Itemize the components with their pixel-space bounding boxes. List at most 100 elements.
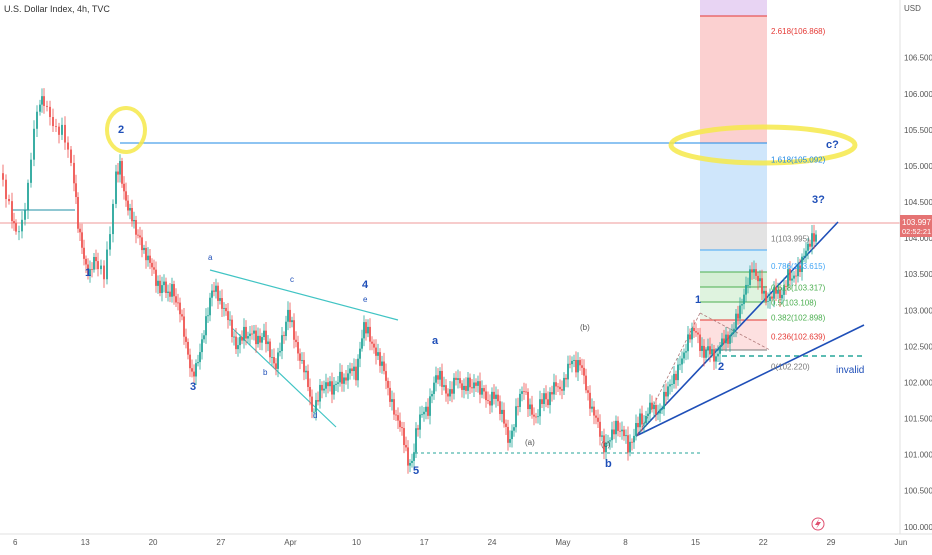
candle-body <box>407 447 409 466</box>
candle-body <box>365 322 367 334</box>
candle-body <box>431 393 433 397</box>
candle-body <box>237 345 239 350</box>
candle-body <box>64 124 66 143</box>
candle-body <box>493 391 495 399</box>
candle-body <box>503 409 505 424</box>
candle-body <box>411 460 413 463</box>
candle-body <box>681 358 683 365</box>
y-tick-label: 105.500 <box>904 126 932 135</box>
candle-body <box>571 360 573 365</box>
candle-body <box>477 381 479 386</box>
candle-body <box>387 380 389 388</box>
fib-zone-green2 <box>700 287 767 302</box>
candle-body <box>225 307 227 312</box>
candle-body <box>93 256 95 270</box>
candle-body <box>405 445 407 448</box>
candle-body <box>257 335 259 345</box>
candle-body <box>607 441 609 443</box>
invalid-label: invalid <box>836 365 864 376</box>
fib-zone-blue <box>700 143 767 223</box>
wave-label-1-new: 1 <box>695 294 701 306</box>
candle-body <box>131 208 133 222</box>
x-tick-labels: 6 13 20 27 Apr 10 17 24 May 8 15 22 29 Jun <box>13 538 907 547</box>
candle-body <box>521 391 523 394</box>
candle-body <box>661 409 663 410</box>
y-tick-label: 106.500 <box>904 54 932 63</box>
candle-body <box>109 234 111 250</box>
candle-body <box>321 384 323 391</box>
fib-zone-purple <box>700 0 767 16</box>
candle-body <box>89 269 91 276</box>
candle-body <box>751 269 753 272</box>
candle-body <box>315 400 317 412</box>
fib-label: 0.382(102.898) <box>771 314 826 323</box>
candle-body <box>757 275 759 282</box>
candle-body <box>567 363 569 380</box>
candle-body <box>805 250 807 256</box>
candle-body <box>517 406 519 408</box>
candle-body <box>317 400 319 402</box>
candle-body <box>695 331 697 333</box>
candle-body <box>575 359 577 373</box>
lightning-bolt-icon[interactable] <box>811 517 825 531</box>
candle-body <box>637 423 639 428</box>
candle-body <box>127 200 129 211</box>
wave-label-1: 1 <box>85 267 91 279</box>
candle-body <box>259 335 261 343</box>
candle-body <box>537 416 539 418</box>
candle-body <box>587 390 589 393</box>
candle-body <box>619 430 621 432</box>
candle-body <box>297 342 299 354</box>
candle-body <box>207 315 209 317</box>
chart-title: U.S. Dollar Index, 4h, TVC <box>4 4 110 14</box>
candle-body <box>209 297 211 316</box>
fib-zone-pink <box>700 320 767 350</box>
candle-body <box>81 232 83 248</box>
candle-body <box>779 289 781 299</box>
x-tick-label: Apr <box>284 538 297 547</box>
candle-body <box>173 284 175 297</box>
candle-body <box>769 296 771 301</box>
candle-body <box>36 111 38 129</box>
candle-body <box>559 386 561 390</box>
candle-body <box>719 346 721 354</box>
candle-body <box>763 290 765 294</box>
x-tick-label: 10 <box>352 538 361 547</box>
candle-body <box>399 420 401 428</box>
candle-body <box>451 389 453 394</box>
time-axis[interactable]: 6 13 20 27 Apr 10 17 24 May 8 15 22 29 Jun <box>0 533 932 547</box>
candle-body <box>85 258 87 265</box>
candle-body <box>535 416 537 418</box>
candle-body <box>319 384 321 402</box>
candle-body <box>419 414 421 430</box>
candle-body <box>705 350 707 358</box>
candle-body <box>141 237 143 251</box>
price-axis[interactable]: 100.000 100.500 101.000 101.500 102.000 102.5… <box>899 0 932 550</box>
candle-body <box>309 387 311 397</box>
candle-body <box>327 382 329 387</box>
candle-body <box>11 201 13 222</box>
candle-body <box>163 281 165 286</box>
candle-body <box>337 382 339 384</box>
fib-label: 0.618(103.317) <box>771 283 826 292</box>
candle-body <box>639 413 641 428</box>
candle-body <box>711 349 713 355</box>
candle-body <box>203 335 205 340</box>
candle-body <box>351 368 353 372</box>
candle-body <box>379 352 381 366</box>
candle-body <box>435 375 437 383</box>
candle-body <box>743 294 745 305</box>
candle-body <box>797 265 799 277</box>
candle-body <box>201 339 203 353</box>
candle-body <box>627 435 629 453</box>
wave-label-b-small: b <box>263 368 268 377</box>
candle-body <box>449 389 451 397</box>
candle-body <box>755 269 757 276</box>
candle-body <box>329 381 331 387</box>
candle-body <box>585 375 587 391</box>
candle-body <box>621 429 623 432</box>
candle-body <box>377 352 379 356</box>
candle-body <box>325 382 327 389</box>
candle-body <box>657 413 659 415</box>
